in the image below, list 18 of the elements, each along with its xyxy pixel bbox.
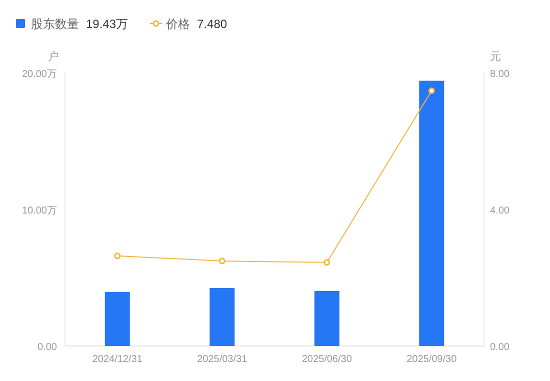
y-tick-label: 0.00 xyxy=(38,342,58,353)
y-tick-label: 20.00万 xyxy=(22,69,57,80)
point xyxy=(114,252,121,260)
y-tick-label: 10.00万 xyxy=(22,206,57,216)
x-tick-label: 2024/12/31 xyxy=(92,354,143,365)
point xyxy=(428,87,435,94)
x-tick-label: 2025/06/30 xyxy=(302,354,352,365)
x-tick-label: 2025/03/31 xyxy=(197,354,248,365)
legend-label: 价格 xyxy=(165,17,190,31)
point xyxy=(218,258,226,264)
y2-tick-label: 8.00 xyxy=(490,69,510,80)
y2-axis-title: 元 xyxy=(490,51,501,63)
x-tick-label: 2025/09/30 xyxy=(406,354,458,365)
legend-label: 股东数量 xyxy=(31,17,79,31)
y-axis-title: 户 xyxy=(48,50,59,63)
y2-tick-label: 0.00 xyxy=(490,342,510,353)
point xyxy=(324,259,330,266)
y2-tick-label: 4.00 xyxy=(490,206,510,216)
